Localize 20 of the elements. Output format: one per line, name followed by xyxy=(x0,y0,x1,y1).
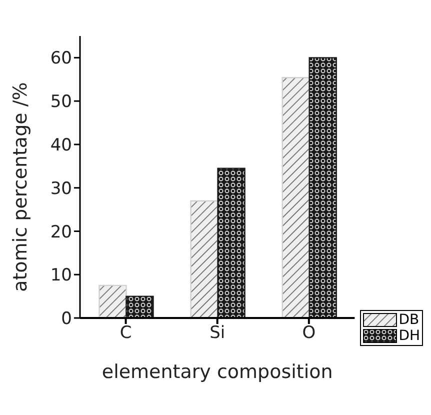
bar xyxy=(282,77,310,318)
legend-label: DB xyxy=(398,312,420,328)
y-tick-label: 40 xyxy=(50,135,72,156)
y-tick-label: 10 xyxy=(50,266,72,286)
bar xyxy=(190,200,218,318)
y-tick-label: 50 xyxy=(50,92,72,112)
bar xyxy=(98,284,127,318)
bar xyxy=(217,168,246,318)
legend-label: DH xyxy=(398,328,420,344)
x-tick-label: Si xyxy=(210,323,226,344)
x-axis-title: elementary composition xyxy=(102,361,333,383)
bar xyxy=(308,57,337,318)
bar xyxy=(126,296,154,318)
y-tick-label: 60 xyxy=(50,48,72,69)
y-tick-label: 0 xyxy=(61,309,72,330)
y-tick-label: 20 xyxy=(50,222,72,242)
x-tick-label: C xyxy=(120,323,132,344)
y-axis-title: atomic percentage /% xyxy=(10,82,32,292)
y-tick-label: 30 xyxy=(50,178,72,199)
x-tick-label: O xyxy=(302,323,316,344)
